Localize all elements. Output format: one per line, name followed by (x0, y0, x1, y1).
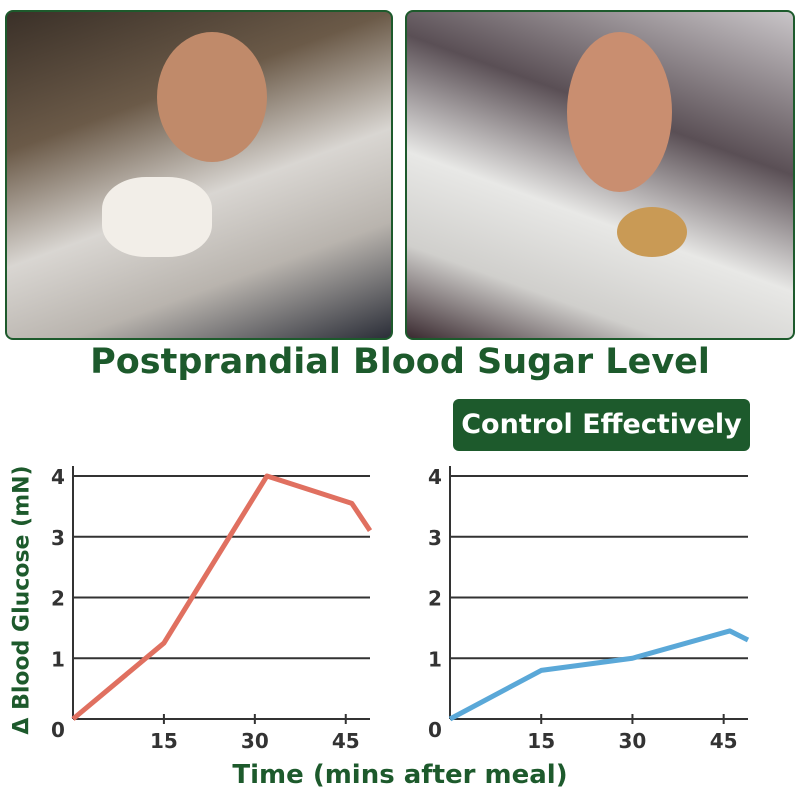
person-face (567, 32, 672, 192)
photo-man-eating-sandwich (405, 10, 795, 340)
x-tick-label: 45 (710, 729, 738, 753)
cake (102, 177, 212, 257)
control-badge: Control Effectively (453, 399, 750, 451)
x-tick-label: 15 (150, 729, 178, 753)
sandwich (617, 207, 687, 257)
x-axis-label: Time (mins after meal) (232, 760, 568, 790)
x-tick-label: 45 (332, 729, 360, 753)
x-tick-label: 15 (527, 729, 555, 753)
x-tick-label: 30 (619, 729, 647, 753)
y-tick-label: 3 (51, 526, 65, 550)
page-title: Postprandial Blood Sugar Level (90, 342, 710, 382)
series-line (71, 473, 373, 721)
y-tick-label: 4 (428, 465, 442, 489)
y-tick-label: 0 (428, 718, 442, 742)
y-tick-label: 2 (428, 587, 442, 611)
series-line (448, 628, 750, 722)
y-tick-label: 0 (51, 718, 65, 742)
photo-man-eating-dessert (5, 10, 393, 340)
x-tick-label: 30 (241, 729, 269, 753)
person-face (157, 32, 267, 162)
y-tick-label: 1 (51, 647, 65, 671)
y-tick-label: 1 (428, 647, 442, 671)
y-tick-label: 3 (428, 526, 442, 550)
y-tick-label: 4 (51, 465, 65, 489)
y-tick-label: 2 (51, 587, 65, 611)
